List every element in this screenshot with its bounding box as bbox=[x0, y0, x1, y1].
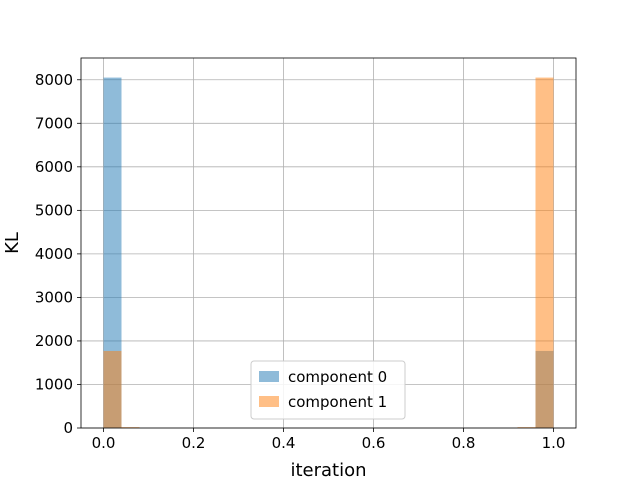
legend-swatch bbox=[259, 371, 279, 382]
y-tick-label: 0 bbox=[63, 419, 73, 437]
legend-label: component 1 bbox=[288, 393, 387, 411]
histogram-bars bbox=[103, 77, 554, 429]
bar-series-1 bbox=[121, 427, 140, 428]
x-axis-ticks: 0.0 0.2 0.4 0.6 0.8 1.0 bbox=[92, 428, 566, 452]
x-tick-label: 0.0 bbox=[92, 434, 116, 452]
y-tick-label: 1000 bbox=[35, 375, 73, 393]
x-tick-label: 0.4 bbox=[272, 434, 296, 452]
bar-series-0 bbox=[103, 77, 122, 429]
y-axis-label: KL bbox=[2, 232, 23, 254]
y-tick-label: 2000 bbox=[35, 332, 73, 350]
x-tick-label: 0.8 bbox=[452, 434, 476, 452]
bar-series-1 bbox=[535, 77, 554, 429]
bar-series-1 bbox=[103, 350, 122, 428]
legend-swatch bbox=[259, 396, 279, 407]
y-tick-label: 8000 bbox=[35, 71, 73, 89]
legend: component 0 component 1 bbox=[250, 360, 406, 420]
y-axis-ticks: 0 1000 2000 3000 4000 5000 6000 7000 8000 bbox=[35, 71, 81, 437]
legend-label: component 0 bbox=[288, 368, 387, 386]
x-tick-label: 1.0 bbox=[542, 434, 566, 452]
x-axis-label: iteration bbox=[290, 460, 366, 480]
y-tick-label: 5000 bbox=[35, 201, 73, 219]
y-tick-label: 4000 bbox=[35, 245, 73, 263]
y-tick-label: 3000 bbox=[35, 288, 73, 306]
x-tick-label: 0.2 bbox=[182, 434, 206, 452]
legend-box bbox=[250, 360, 406, 420]
y-tick-label: 6000 bbox=[35, 158, 73, 176]
x-tick-label: 0.6 bbox=[362, 434, 386, 452]
y-tick-label: 7000 bbox=[35, 114, 73, 132]
bar-series-1 bbox=[517, 427, 536, 428]
plot-frame bbox=[80, 57, 577, 429]
